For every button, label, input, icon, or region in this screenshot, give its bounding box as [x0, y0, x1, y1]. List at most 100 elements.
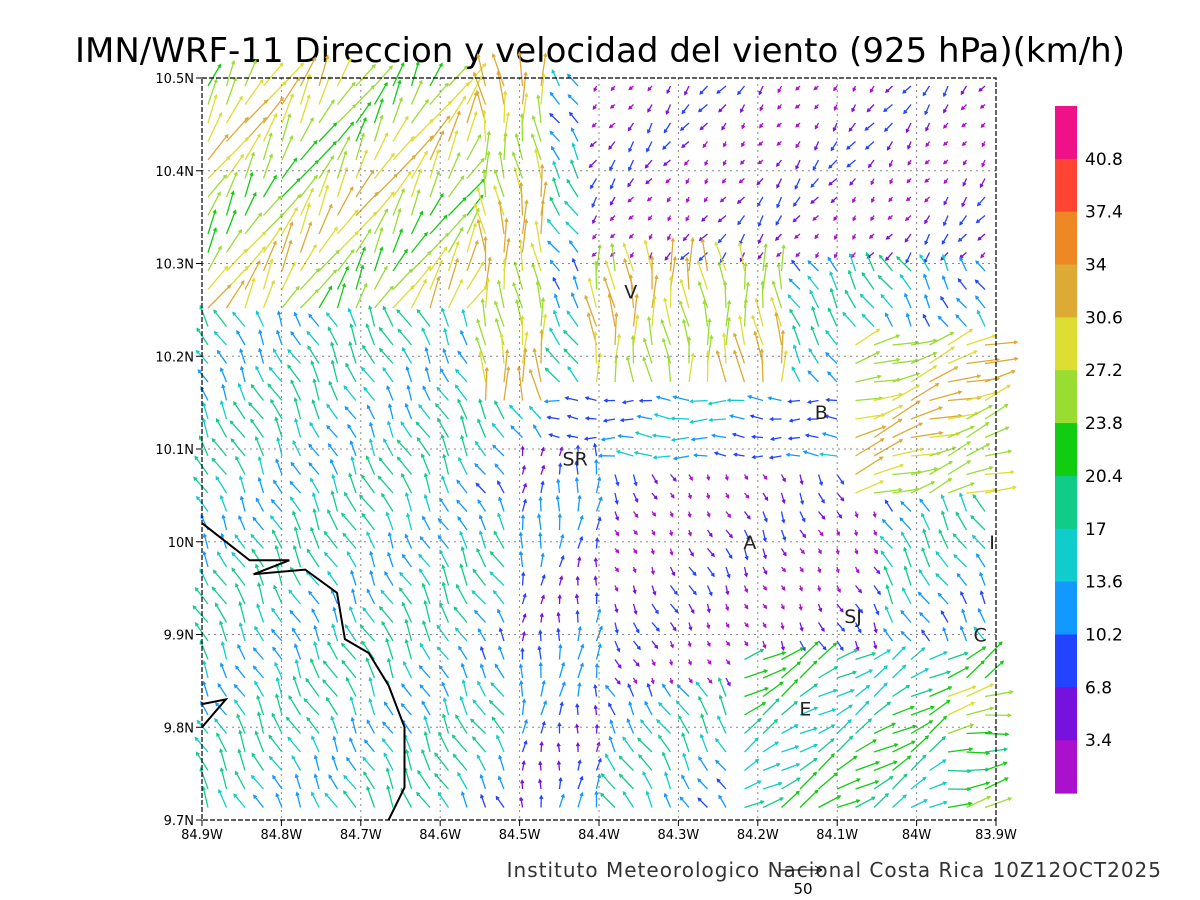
wind-vector [762, 566, 768, 575]
wind-vector [199, 639, 209, 660]
wind-vector [743, 261, 748, 290]
wind-vector [355, 116, 367, 142]
wind-vector [424, 366, 431, 383]
wind-vector [591, 196, 598, 208]
wind-vector [577, 791, 584, 808]
wind-vector [817, 622, 825, 633]
wind-vector [729, 414, 745, 420]
wind-vector [603, 276, 616, 309]
wind-vector [459, 530, 468, 549]
wind-vector [780, 492, 786, 505]
wind-vector [767, 396, 782, 402]
wind-vector [256, 711, 265, 734]
wind-vector [498, 754, 505, 771]
wind-vector [744, 622, 749, 628]
wind-vector [429, 276, 441, 309]
wind-vector [262, 279, 276, 309]
wind-vector [593, 557, 598, 568]
wind-vector [743, 298, 748, 327]
wind-vector [437, 517, 449, 531]
wind-vector [701, 215, 708, 222]
wind-vector [836, 778, 861, 790]
wind-vector [929, 477, 953, 494]
wind-vector [717, 715, 727, 734]
wind-vector [460, 791, 468, 808]
wind-vector [589, 178, 598, 190]
wind-vector [566, 310, 579, 327]
wind-vector [787, 436, 801, 441]
wind-vector [688, 548, 694, 557]
wind-vector [615, 449, 634, 457]
wind-vector [386, 385, 394, 401]
wind-vector [844, 289, 857, 309]
wind-vector [870, 178, 875, 186]
wind-vector [251, 548, 265, 568]
wind-vector [584, 416, 597, 421]
wind-vector [441, 681, 450, 697]
wind-vector [722, 159, 727, 166]
wind-vector [355, 84, 376, 105]
wind-vector [453, 606, 468, 623]
wind-vector [669, 677, 674, 685]
wind-vector [311, 608, 320, 623]
wind-vector [836, 474, 845, 485]
wind-vector [984, 449, 1013, 457]
wind-vector [382, 366, 394, 383]
wind-vector [937, 592, 949, 605]
wind-vector [230, 438, 246, 457]
wind-vector [614, 474, 620, 487]
wind-vector [679, 796, 690, 808]
wind-vector [940, 609, 949, 623]
wind-vector [577, 494, 582, 512]
wind-vector [632, 548, 638, 555]
wind-vector [810, 196, 819, 204]
wind-vector [489, 571, 505, 586]
wind-vector [571, 142, 579, 161]
wind-vector [697, 778, 708, 790]
wind-vector [595, 476, 602, 494]
wind-vector [614, 492, 619, 505]
wind-vector [743, 640, 749, 647]
wind-vector [326, 403, 339, 420]
wind-vector [614, 640, 621, 653]
wind-vector [577, 514, 584, 531]
wind-vector [255, 310, 265, 327]
wind-vector [627, 178, 635, 188]
wind-vector [743, 566, 749, 578]
wind-vector [855, 651, 877, 661]
wind-vector [632, 511, 639, 519]
wind-vector [441, 564, 450, 586]
wind-vector [780, 329, 785, 364]
wind-vector [866, 104, 875, 113]
wind-vector [855, 684, 871, 698]
wind-vector [202, 550, 209, 568]
wind-vector [609, 233, 616, 239]
wind-vector [854, 566, 860, 574]
wind-vector [294, 773, 302, 790]
wind-vector [873, 743, 899, 753]
wind-vector [503, 217, 509, 253]
wind-vector [758, 85, 764, 96]
wind-vector [290, 330, 302, 346]
wind-vector [984, 690, 1014, 698]
wind-vector [614, 659, 622, 669]
wind-vector [650, 677, 655, 685]
wind-vector [716, 778, 727, 790]
wind-vector [725, 548, 733, 560]
wind-vector [270, 628, 283, 642]
wind-vector [558, 661, 566, 679]
wind-vector [233, 400, 246, 420]
wind-vector [514, 132, 524, 161]
wind-vector [568, 239, 579, 253]
wind-vector [955, 314, 967, 327]
wind-vector [318, 285, 333, 309]
wind-vector [792, 344, 801, 364]
lon-tick-label: 84.6W [419, 828, 461, 843]
wind-vector [244, 277, 256, 309]
wind-vector [929, 446, 957, 457]
wind-vector [717, 233, 727, 244]
wind-vector [310, 791, 320, 808]
wind-vector [877, 274, 893, 290]
wind-vector [233, 793, 246, 808]
wind-vector [416, 308, 431, 327]
